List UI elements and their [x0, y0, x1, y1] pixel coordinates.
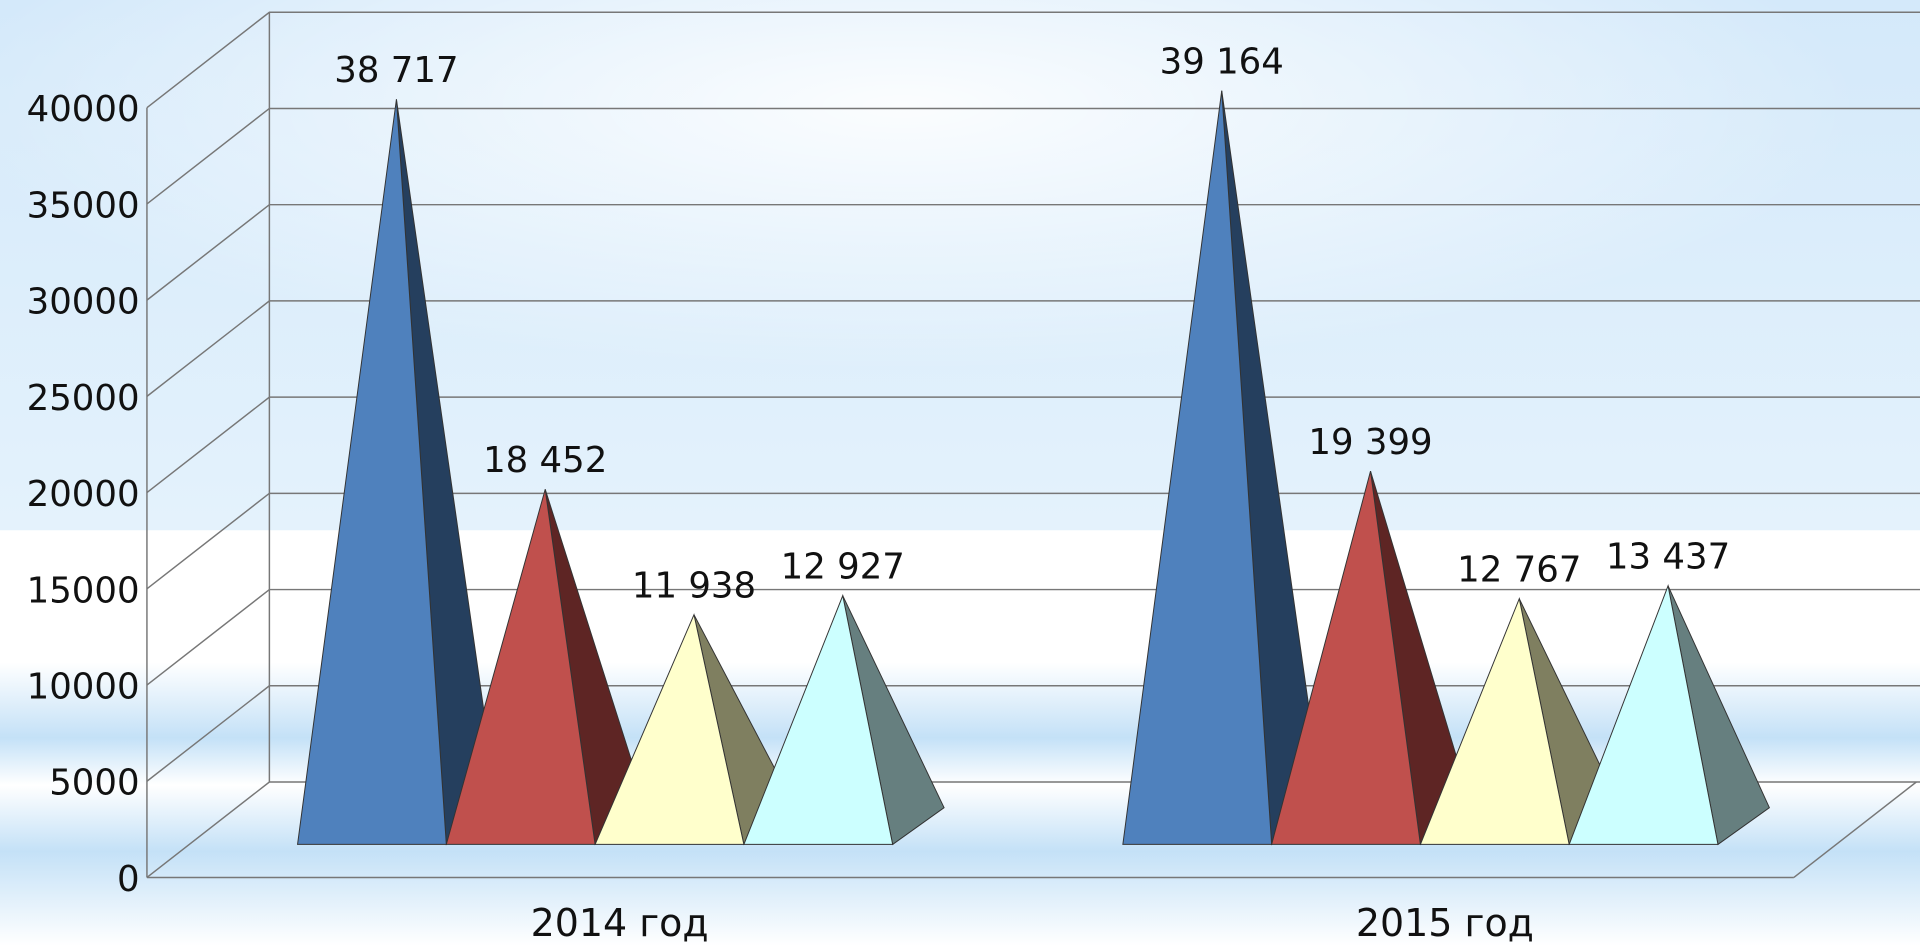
y-tick-label: 5000 [49, 763, 139, 804]
y-tick-label: 10000 [27, 666, 140, 707]
data-label: 11 938 [632, 566, 756, 607]
pyramid [445, 489, 596, 845]
grid-line [146, 203, 1920, 301]
y-tick-label: 30000 [27, 282, 140, 323]
data-label: 18 452 [483, 440, 607, 481]
y-tick-label: 35000 [27, 185, 140, 226]
pyramid [743, 593, 894, 845]
pyramid [296, 99, 447, 845]
x-tick-label: 2014 год [531, 901, 709, 945]
data-label: 12 767 [1457, 550, 1581, 591]
y-tick-label: 20000 [27, 474, 140, 515]
grid-line [146, 396, 1920, 494]
background-glow [0, 0, 1920, 530]
y-tick-label: 25000 [27, 378, 140, 419]
data-label: 39 164 [1160, 42, 1284, 83]
pyramid [1270, 470, 1421, 845]
data-label: 13 437 [1606, 537, 1730, 578]
data-label: 19 399 [1308, 422, 1432, 463]
grid-line [146, 11, 1920, 109]
grid-line [146, 107, 1920, 205]
floor-edge [1793, 781, 1917, 879]
pyramid [1122, 90, 1273, 845]
y-tick-label: 15000 [27, 570, 140, 611]
y-tick-label: 0 [117, 859, 140, 900]
pyramid [594, 613, 745, 845]
data-label: 12 927 [781, 547, 905, 588]
y-tick-label: 40000 [27, 89, 140, 130]
grid-line [146, 300, 1920, 397]
data-label: 38 717 [334, 50, 458, 91]
pyramid [1568, 584, 1719, 845]
pyramid [1419, 597, 1570, 845]
x-tick-label: 2015 год [1356, 901, 1534, 945]
